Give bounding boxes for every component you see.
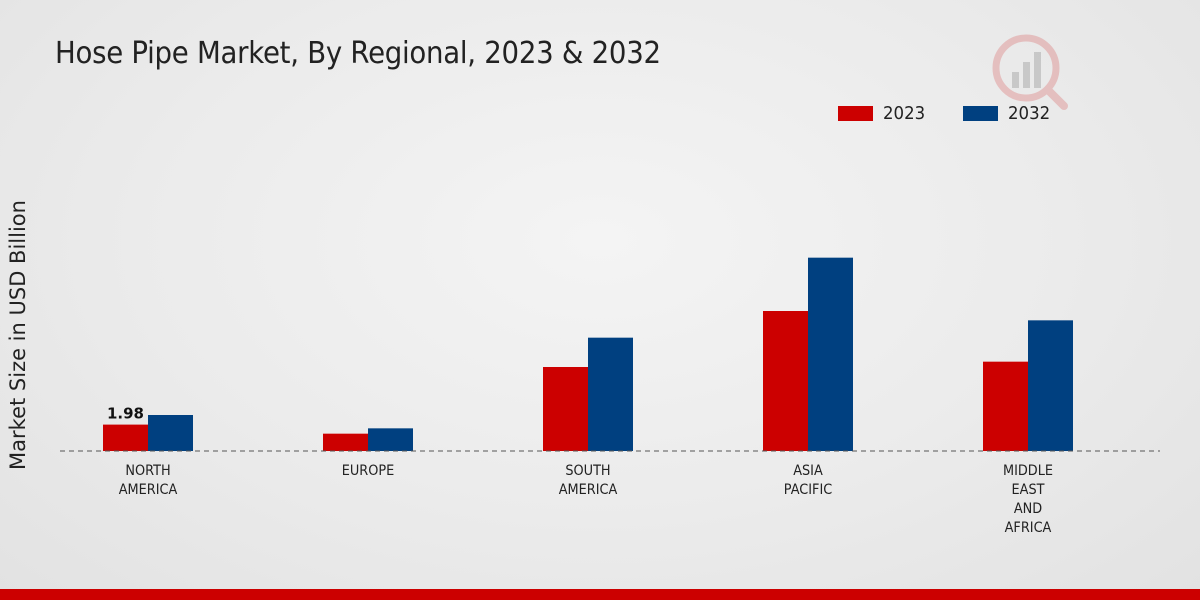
x-tick-label: PACIFIC	[784, 483, 832, 499]
bar-2023-3	[763, 311, 808, 451]
x-tick-label: AFRICA	[1005, 521, 1052, 537]
legend-item-2023: 2023	[838, 103, 929, 124]
x-tick-label: EUROPE	[342, 464, 395, 480]
bar-2023-0	[103, 424, 148, 451]
legend-swatch-2032	[962, 106, 998, 121]
legend-label-2023: 2023	[883, 103, 926, 124]
footer-accent-bar	[0, 589, 1200, 600]
data-label: 1.98	[107, 405, 144, 423]
x-tick-label: AMERICA	[559, 483, 618, 499]
x-tick-label: ASIA	[793, 464, 823, 480]
bar-2023-2	[543, 367, 588, 451]
bar-2032-3	[808, 257, 853, 451]
bar-2032-0	[148, 415, 193, 451]
bar-2023-1	[323, 433, 368, 451]
legend-swatch-2023	[838, 106, 873, 121]
x-tick-label: NORTH	[125, 464, 170, 480]
chart-legend: 2023 2032	[838, 103, 1088, 124]
bar-2032-4	[1028, 320, 1073, 451]
x-tick-label: AMERICA	[119, 483, 178, 499]
x-tick-label: SOUTH	[565, 464, 610, 480]
legend-item-2032: 2032	[962, 103, 1054, 124]
x-tick-label: AND	[1014, 502, 1042, 518]
legend-label-2032: 2032	[1007, 103, 1050, 124]
chart-title: Hose Pipe Market, By Regional, 2023 & 20…	[55, 36, 661, 71]
market-research-logo-icon	[990, 30, 1070, 110]
bar-2032-2	[588, 337, 633, 451]
x-tick-label: EAST	[1012, 483, 1046, 499]
x-tick-label: MIDDLE	[1003, 464, 1053, 480]
bar-2023-4	[983, 361, 1028, 451]
bar-2032-1	[368, 428, 413, 451]
